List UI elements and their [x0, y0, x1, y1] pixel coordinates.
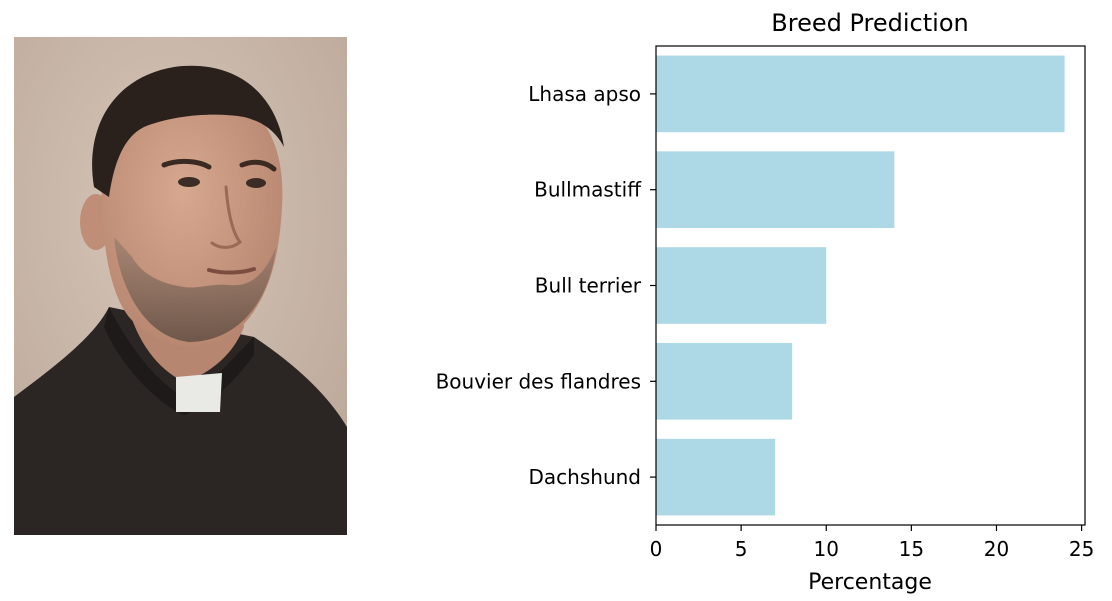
y-tick-label: Dachshund — [529, 465, 641, 489]
eye-left — [178, 177, 200, 187]
y-tick-label: Bullmastiff — [534, 178, 642, 202]
black-shirt — [14, 307, 347, 535]
x-tick-label: 25 — [1069, 537, 1094, 561]
bar-bouvier-des-flandres — [656, 342, 793, 420]
hair — [92, 65, 284, 197]
eyebrow-left — [161, 158, 212, 170]
y-tick-label: Bouvier des flandres — [436, 369, 641, 393]
x-tick-label: 15 — [899, 537, 924, 561]
bar-bullmastiff — [656, 151, 895, 229]
eye-right — [246, 178, 266, 188]
white-collar-tab — [176, 373, 222, 412]
eyebrow-right — [239, 159, 277, 172]
plot-frame — [655, 45, 1086, 526]
mouth — [207, 267, 256, 275]
nose — [210, 185, 243, 249]
x-axis-label: Percentage — [808, 570, 932, 595]
x-tick-label: 0 — [650, 537, 663, 561]
x-tick-label: 20 — [984, 537, 1009, 561]
bar-bull-terrier — [656, 247, 827, 324]
bar-dachshund — [656, 438, 776, 516]
x-tick-label: 5 — [735, 537, 748, 561]
beard — [114, 237, 276, 342]
x-tick-label: 10 — [814, 537, 839, 561]
y-tick-label: Bull terrier — [535, 274, 642, 298]
y-tick-label: Lhasa apso — [528, 82, 641, 106]
chart-title: Breed Prediction — [771, 9, 968, 37]
bar-lhasa-apso — [656, 55, 1065, 133]
portrait-photo — [14, 37, 347, 535]
